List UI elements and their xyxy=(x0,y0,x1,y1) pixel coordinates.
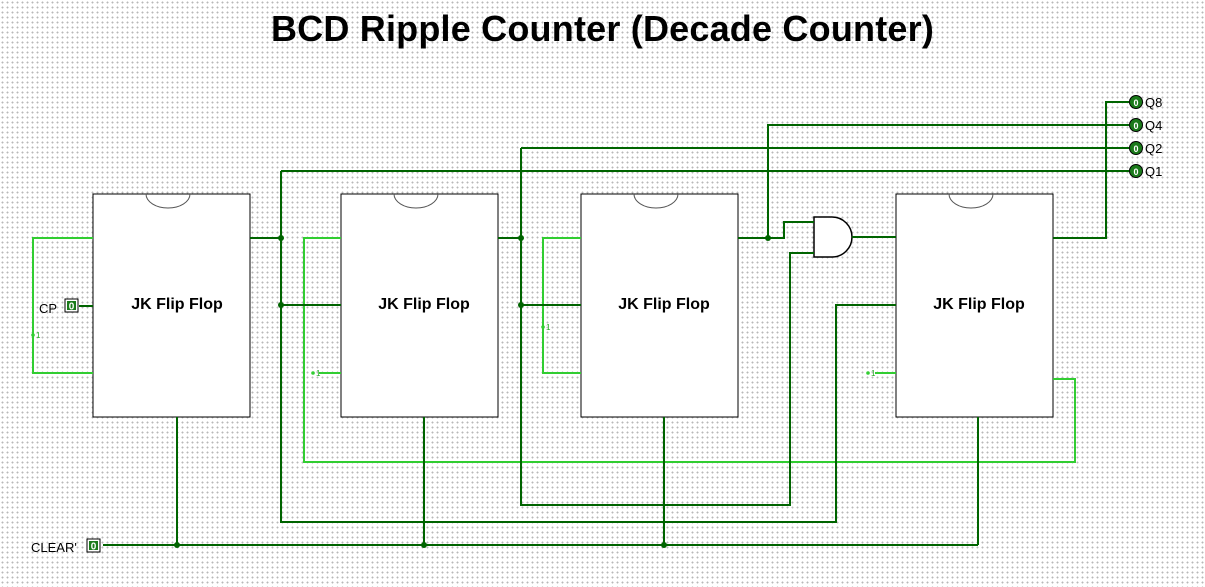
clear-input-label: CLEAR' xyxy=(31,540,77,555)
clear-input-pin[interactable]: CLEAR' 0 xyxy=(31,538,101,555)
output-q1-value: 0 xyxy=(1133,167,1138,177)
flip-flop-3-label: JK Flip Flop xyxy=(618,296,710,313)
output-q2-value: 0 xyxy=(1133,144,1138,154)
output-q1: 0 Q1 xyxy=(1129,164,1162,179)
output-q1-label: Q1 xyxy=(1145,164,1162,179)
constant-one-markers: 1 1 1 1 xyxy=(31,323,876,378)
clock-input-value[interactable]: 0 xyxy=(69,302,75,313)
flip-flop-4[interactable]: JK Flip Flop xyxy=(895,193,1054,418)
flip-flop-1-label: JK Flip Flop xyxy=(131,296,223,313)
output-q4-label: Q4 xyxy=(1145,118,1162,133)
flip-flop-3[interactable]: JK Flip Flop xyxy=(580,193,739,418)
output-q4: 0 Q4 xyxy=(1129,118,1162,133)
output-q2-label: Q2 xyxy=(1145,141,1162,156)
clock-input-label: CP xyxy=(39,301,57,316)
diagram-title: BCD Ripple Counter (Decade Counter) xyxy=(270,8,935,49)
wires-low xyxy=(79,101,1129,546)
output-q8-value: 0 xyxy=(1133,98,1138,108)
output-q2: 0 Q2 xyxy=(1129,141,1162,156)
flip-flop-2[interactable]: JK Flip Flop xyxy=(340,193,499,418)
constant-1-c: 1 xyxy=(546,323,551,332)
wire-junctions xyxy=(174,235,771,548)
output-q8-label: Q8 xyxy=(1145,95,1162,110)
constant-1-a: 1 xyxy=(36,331,41,340)
flip-flop-4-notch-icon xyxy=(948,193,994,209)
output-q4-value: 0 xyxy=(1133,121,1138,131)
flip-flop-2-label: JK Flip Flop xyxy=(378,296,470,313)
clear-input-value[interactable]: 0 xyxy=(91,542,97,553)
and-gate-icon[interactable] xyxy=(813,216,853,258)
constant-1-b: 1 xyxy=(316,369,321,378)
clock-input-pin[interactable]: CP 0 xyxy=(39,298,79,316)
flip-flop-4-label: JK Flip Flop xyxy=(933,296,1025,313)
output-q8: 0 Q8 xyxy=(1129,95,1162,110)
flip-flop-3-notch-icon xyxy=(633,193,679,209)
flip-flop-2-notch-icon xyxy=(393,193,439,209)
wires-high xyxy=(32,237,1076,463)
constant-1-d: 1 xyxy=(871,369,876,378)
flip-flop-1-notch-icon xyxy=(145,193,191,209)
flip-flop-1[interactable]: JK Flip Flop xyxy=(92,193,251,418)
